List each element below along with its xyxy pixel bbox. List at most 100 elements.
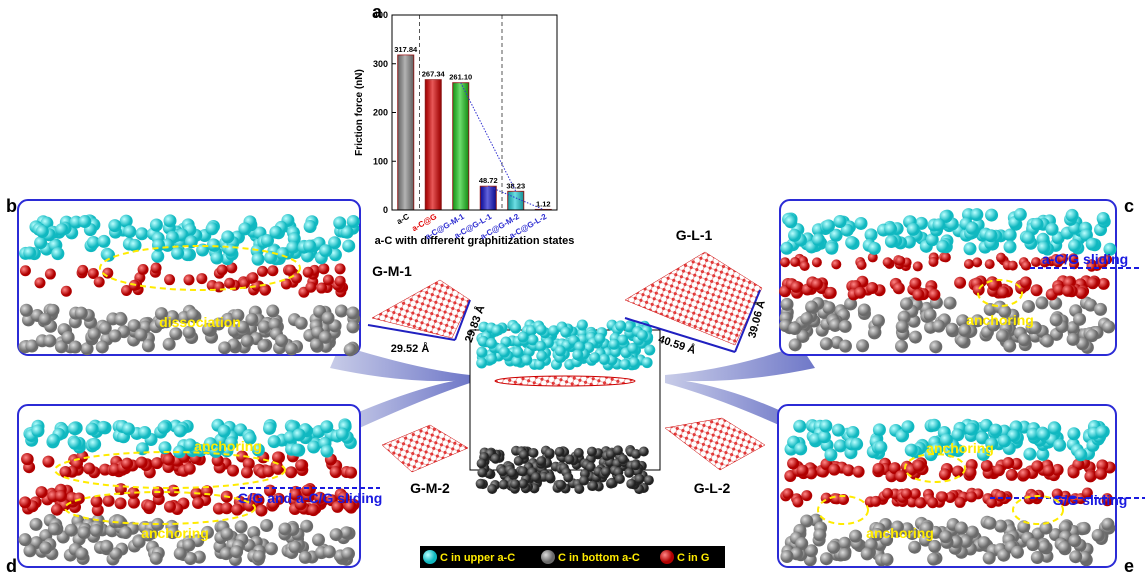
atom (1031, 218, 1044, 231)
atom (1067, 333, 1080, 346)
atom (184, 463, 196, 475)
graphene-center (495, 376, 635, 386)
atom (885, 235, 898, 248)
atom (850, 438, 863, 451)
atom (346, 307, 359, 320)
atom (629, 357, 640, 368)
atom (31, 424, 44, 437)
atom (997, 286, 1009, 298)
atom (65, 524, 78, 537)
atom (957, 335, 970, 348)
atom (790, 281, 802, 293)
atom (75, 547, 88, 560)
atom (924, 308, 937, 321)
atom (1026, 538, 1039, 551)
atom (51, 504, 63, 516)
atom (965, 467, 977, 479)
annotation: G/G sliding (1053, 492, 1128, 508)
atom (932, 320, 945, 333)
atom (639, 447, 649, 457)
atom (23, 544, 36, 557)
atom (811, 278, 823, 290)
atom (263, 422, 276, 435)
bar-shade (480, 186, 496, 210)
atom (289, 541, 302, 554)
dimension-label: 40.59 Å (657, 333, 698, 357)
atom (627, 343, 638, 354)
atom (36, 486, 48, 498)
atom (47, 434, 60, 447)
atom (536, 351, 547, 362)
atom (782, 488, 793, 499)
atom (55, 490, 67, 502)
atom (536, 456, 546, 466)
y-tick-label: 300 (373, 59, 388, 69)
atom (136, 456, 148, 468)
atom (39, 313, 52, 326)
atom (336, 428, 349, 441)
atom (955, 522, 968, 535)
atom (342, 239, 355, 252)
atom (152, 239, 165, 252)
atom (901, 488, 912, 499)
atom (793, 420, 806, 433)
atom (1035, 296, 1048, 309)
legend-label: C in G (677, 552, 709, 564)
atom (908, 541, 921, 554)
y-axis-label: Friction force (nN) (354, 69, 365, 156)
atom (129, 239, 142, 252)
atom (196, 273, 207, 284)
atom (322, 311, 335, 324)
atoms (18, 200, 1116, 567)
y-tick-label: 400 (373, 10, 388, 20)
atom (781, 298, 794, 311)
atom (174, 424, 187, 437)
atom (34, 277, 45, 288)
atom (1008, 261, 1018, 271)
atom (487, 484, 497, 494)
atom (995, 491, 1006, 502)
atom (285, 342, 298, 355)
value-label: 38.23 (506, 181, 525, 190)
atom (637, 330, 648, 341)
atom (955, 497, 966, 508)
bar-shade (425, 80, 441, 210)
atom (868, 326, 881, 339)
atom (119, 526, 132, 539)
atom (954, 277, 966, 289)
atom (996, 253, 1006, 263)
atom (912, 289, 924, 301)
atom (563, 472, 573, 482)
atom (267, 265, 278, 276)
atom (944, 297, 957, 310)
atom (238, 222, 251, 235)
atom (491, 325, 502, 336)
atom (19, 496, 31, 508)
atom (927, 553, 940, 566)
graphene-sheet (382, 425, 468, 472)
atom (43, 334, 56, 347)
atom (895, 256, 905, 266)
atom (825, 242, 838, 255)
atom (1097, 212, 1110, 225)
atom (1048, 422, 1061, 435)
atom (20, 304, 33, 317)
atom (574, 484, 584, 494)
annotation: anchoring (141, 525, 209, 541)
atom (318, 263, 329, 274)
panel-label: e (1124, 556, 1134, 575)
atom (1066, 209, 1079, 222)
atom (303, 240, 316, 253)
atom (1087, 277, 1099, 289)
annotation: anchoring (194, 438, 262, 454)
atom (1067, 427, 1080, 440)
value-label: 267.34 (422, 70, 446, 79)
atom (477, 458, 487, 468)
atom (555, 345, 566, 356)
atom (615, 320, 626, 331)
atom (828, 464, 840, 476)
atom (528, 448, 538, 458)
atom (307, 441, 320, 454)
atom (895, 340, 908, 353)
atom (915, 497, 926, 508)
